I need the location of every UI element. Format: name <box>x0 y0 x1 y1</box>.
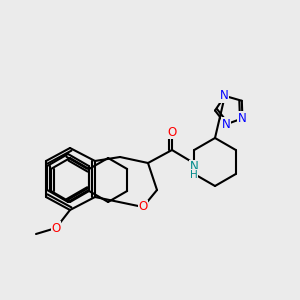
Text: O: O <box>51 221 61 235</box>
Text: O: O <box>167 125 177 139</box>
Text: H: H <box>190 170 198 180</box>
Text: O: O <box>138 200 148 214</box>
Text: N: N <box>238 112 247 125</box>
Text: N: N <box>221 118 230 131</box>
Text: N: N <box>190 160 198 173</box>
Text: N: N <box>220 89 228 102</box>
